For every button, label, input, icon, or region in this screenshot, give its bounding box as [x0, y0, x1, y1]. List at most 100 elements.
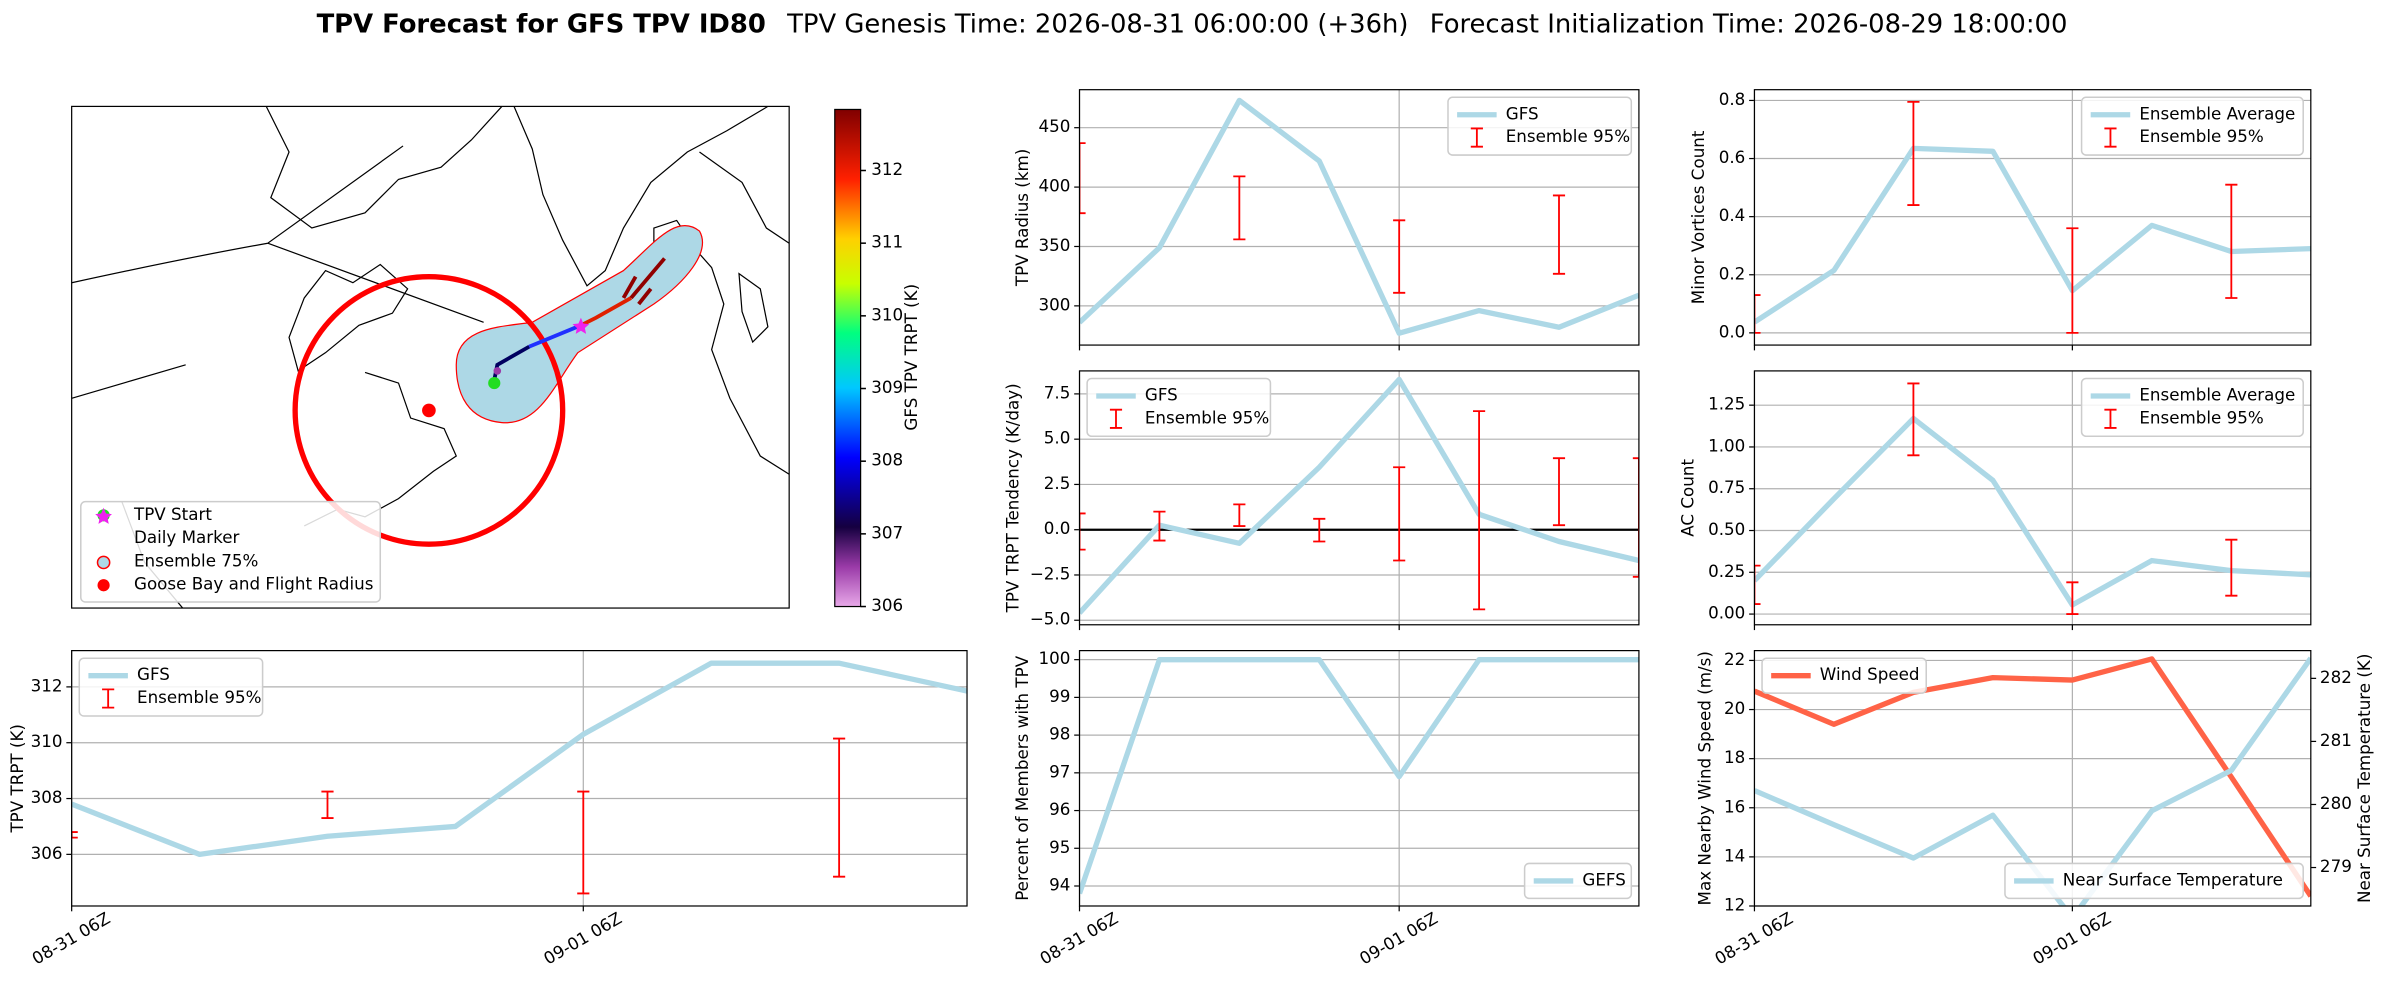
axes-frame — [1078, 370, 1640, 626]
legend-label: Daily Marker — [134, 527, 240, 547]
genesis-time: TPV Genesis Time: 2026-08-31 06:00:00 (+… — [786, 9, 1408, 39]
error-bar — [833, 737, 846, 878]
y-tick-label: 312 — [31, 675, 63, 695]
series-line — [1079, 376, 1639, 615]
y-axis-label: TPV TRPT (K) — [7, 724, 27, 834]
error-bar — [1907, 382, 1920, 457]
y-tick-label: 95 — [1049, 837, 1070, 857]
y2-tick-label: 279 — [2320, 856, 2352, 876]
legend — [2080, 377, 2304, 438]
goose-bay — [422, 403, 436, 418]
y2-axis-label: Near Surface Temperature (K) — [2354, 654, 2374, 903]
y-tick-label: 2.5 — [1044, 473, 1071, 493]
y-tick-label: 400 — [1038, 176, 1070, 196]
y-tick-label: 5.0 — [1044, 428, 1071, 448]
daily-marker — [572, 317, 590, 334]
series-line — [1754, 415, 2311, 608]
track — [580, 296, 633, 328]
y-tick-label: 0.00 — [1708, 603, 1745, 623]
legend-label: Ensemble 95% — [1506, 126, 1630, 146]
y-tick-label: 22 — [1724, 649, 1745, 669]
legend-label: Goose Bay and Flight Radius — [134, 574, 373, 594]
map — [71, 106, 790, 609]
border — [71, 145, 484, 609]
legend-label: GFS — [137, 664, 170, 684]
legend-swatch — [1109, 408, 1123, 429]
legend — [1447, 96, 1633, 156]
tpv-start — [488, 376, 501, 390]
error-bar — [2066, 227, 2079, 334]
x-tick-label: 08-31 06Z — [1036, 908, 1121, 969]
error-bar — [1313, 517, 1326, 543]
error-bar — [577, 790, 590, 895]
colorbar-tick-label: 306 — [871, 595, 903, 615]
legend-label: Ensemble 95% — [2139, 407, 2263, 427]
map-legend — [80, 500, 382, 603]
y-tick-label: 308 — [31, 787, 63, 807]
error-bar — [1393, 466, 1406, 562]
title-bold: TPV Forecast for GFS TPV ID80 — [317, 9, 766, 39]
y-tick-label: 306 — [31, 843, 63, 863]
error-bar — [2225, 538, 2238, 597]
axes-frame — [1078, 89, 1640, 346]
legend-label: Ensemble 95% — [1145, 407, 1269, 427]
error-bar — [1473, 410, 1486, 611]
y-tick-label: 0.75 — [1708, 477, 1745, 497]
y-tick-label: 96 — [1049, 799, 1070, 819]
axes-frame — [71, 650, 968, 907]
error-bar — [321, 790, 334, 819]
y-tick-label: 310 — [31, 731, 63, 751]
y-tick-label: 7.5 — [1044, 382, 1071, 402]
series-line — [1754, 145, 2311, 325]
y2-tick-label: 281 — [2320, 730, 2352, 750]
legend-label: Ensemble 95% — [2139, 126, 2263, 146]
y-tick-label: 100 — [1038, 648, 1070, 668]
legend — [1523, 862, 1633, 900]
legend-label: Wind Speed — [1820, 664, 1920, 684]
coastline — [288, 263, 409, 372]
y-tick-label: 97 — [1049, 761, 1070, 781]
legend-marker — [95, 507, 112, 524]
legend-swatch — [1470, 127, 1483, 148]
y-tick-label: 1.00 — [1708, 435, 1745, 455]
track — [621, 257, 666, 306]
series-line — [1754, 656, 2311, 898]
y-tick-label: 0.0 — [1044, 518, 1071, 538]
legend — [1086, 377, 1272, 438]
legend-label: GFS — [1145, 384, 1178, 404]
y-tick-label: 450 — [1038, 116, 1070, 136]
x-tick-label: 09-01 06Z — [540, 908, 625, 969]
x-tick-label: 08-31 06Z — [1711, 908, 1796, 969]
y-tick-label: 300 — [1038, 294, 1070, 314]
legend-label: GFS — [1506, 103, 1539, 123]
axes-frame — [1753, 89, 2312, 346]
legend — [78, 657, 264, 717]
axes-frame — [1078, 650, 1640, 907]
error-bar — [1079, 512, 1086, 551]
y-tick-label: 0.2 — [1719, 263, 1746, 283]
colorbar-tick-label: 308 — [871, 450, 903, 470]
x-tick-label: 09-01 06Z — [2029, 908, 2114, 969]
error-bar — [1754, 294, 1761, 334]
track — [528, 323, 582, 349]
flight-radius — [292, 274, 566, 547]
colorbar-tick-label: 312 — [871, 159, 903, 179]
error-bar — [1233, 175, 1246, 241]
legend-label: GEFS — [1582, 869, 1625, 889]
legend-swatch — [2104, 408, 2117, 429]
error-bar — [1907, 100, 1920, 206]
y-tick-label: 98 — [1049, 724, 1070, 744]
init-time: Forecast Initialization Time: 2026-08-29… — [1430, 9, 2068, 39]
error-bar — [1552, 194, 1566, 275]
y2-tick-label: 280 — [2320, 793, 2352, 813]
error-bar — [2225, 183, 2238, 299]
colorbar-tick-label: 307 — [871, 522, 903, 542]
y-tick-label: 18 — [1724, 747, 1745, 767]
legend-label: Ensemble Average — [2139, 103, 2295, 123]
legend-marker — [96, 555, 111, 570]
y2-tick-label: 282 — [2320, 667, 2352, 687]
legend-label: Ensemble 95% — [137, 687, 261, 707]
error-bar — [71, 831, 78, 839]
